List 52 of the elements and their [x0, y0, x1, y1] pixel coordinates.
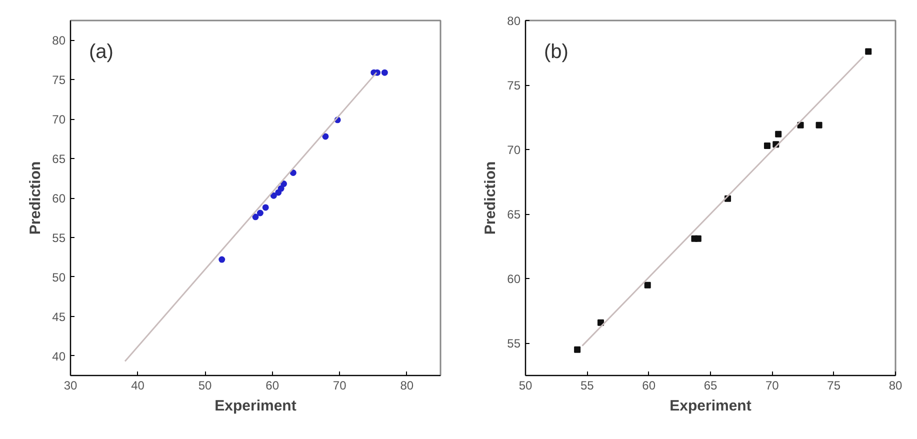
x-tick-label: 70	[332, 378, 347, 392]
x-tick-label: 40	[131, 378, 145, 392]
y-tick-label: 60	[52, 192, 66, 206]
x-axis-title: Experiment	[670, 398, 752, 414]
y-axis-title: Prediction	[482, 161, 500, 235]
y-tick-label: 70	[52, 112, 66, 127]
y-tick-label: 80	[52, 34, 66, 48]
point	[694, 235, 702, 242]
y-tick-label: 65	[52, 152, 66, 166]
point	[270, 192, 277, 199]
y-axis-title: Prediction	[27, 161, 44, 235]
point	[278, 185, 284, 192]
y-tick-label: 55	[52, 230, 66, 245]
x-tick-label: 30	[64, 378, 78, 392]
y-tick-label: 80	[507, 14, 521, 28]
point	[290, 170, 296, 176]
point	[280, 180, 288, 188]
x-tick-label: 55	[580, 378, 594, 392]
y-tick-label: 70	[507, 143, 521, 158]
x-tick-label: 80	[888, 378, 902, 392]
y-tick-label: 40	[52, 349, 66, 364]
x-tick-label: 75	[827, 378, 841, 392]
annotation: (b)	[544, 41, 568, 64]
point	[764, 142, 770, 149]
point	[797, 122, 804, 128]
x-tick-label: 70	[765, 378, 780, 392]
point	[644, 282, 651, 288]
y-tick-label: 75	[507, 78, 521, 93]
point	[381, 69, 388, 76]
point	[256, 210, 264, 216]
x-tick-label: 50	[198, 378, 212, 392]
y-tick-label: 50	[52, 270, 66, 284]
x-tick-label: 65	[704, 378, 718, 392]
x-axis-title: Experiment	[214, 398, 296, 414]
y-tick-label: 45	[52, 310, 66, 324]
point	[775, 130, 782, 138]
y-tick-label: 75	[52, 73, 66, 88]
x-tick-label: 80	[400, 378, 414, 392]
y-tick-label: 65	[507, 208, 521, 222]
point	[252, 214, 259, 220]
x-tick-label: 60	[266, 378, 280, 392]
y-tick-label: 60	[507, 272, 521, 286]
point	[262, 204, 269, 211]
x-tick-label: 50	[518, 378, 532, 392]
point	[322, 133, 329, 140]
point	[218, 256, 226, 263]
point	[574, 346, 581, 353]
y-tick-label: 55	[507, 336, 521, 351]
x-tick-label: 60	[642, 378, 656, 392]
point	[816, 122, 822, 128]
point	[865, 48, 872, 55]
annotation: (a)	[89, 41, 114, 64]
